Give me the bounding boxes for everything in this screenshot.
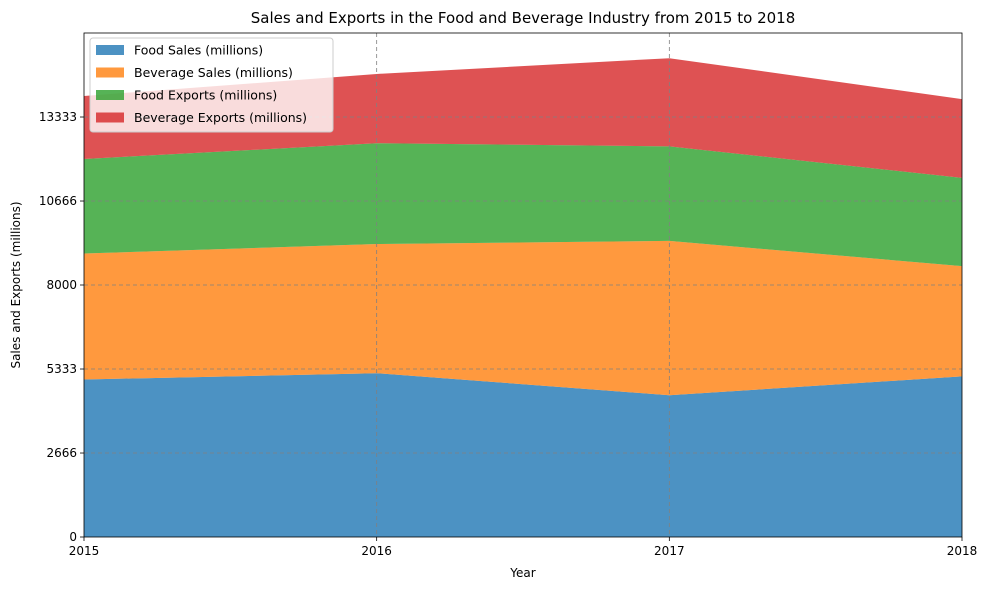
y-tick-label: 8000	[46, 278, 77, 292]
legend-label: Food Exports (millions)	[134, 88, 277, 103]
x-axis-ticks: 2015 2016 2017 2018	[69, 537, 978, 558]
area-series-2	[84, 240, 962, 396]
legend-label: Beverage Exports (millions)	[134, 110, 307, 125]
x-tick-label: 2018	[947, 544, 978, 558]
y-axis-ticks: 0 2666 5333 8000 10666 13333	[39, 110, 84, 544]
grid-lines	[84, 33, 962, 537]
x-axis-label: Year	[509, 566, 535, 580]
y-tick-label: 0	[69, 530, 77, 544]
x-tick-label: 2016	[361, 544, 392, 558]
legend: Food Sales (millions) Beverage Sales (mil…	[89, 37, 334, 133]
legend-swatch	[96, 45, 124, 55]
area-series-1	[84, 373, 962, 537]
y-tick-label: 2666	[46, 446, 77, 460]
x-tick-label: 2017	[654, 544, 685, 558]
legend-label: Food Sales (millions)	[134, 43, 263, 58]
area-series-3	[84, 143, 962, 267]
chart-title: Sales and Exports in the Food and Bevera…	[251, 9, 796, 27]
legend-swatch	[96, 67, 124, 78]
x-tick-label: 2015	[69, 544, 100, 558]
y-tick-label: 13333	[39, 110, 77, 124]
legend-swatch	[96, 112, 124, 123]
legend-swatch	[96, 90, 124, 100]
y-axis-label: Sales and Exports (millions)	[9, 201, 23, 368]
y-tick-label: 5333	[46, 362, 77, 376]
y-tick-label: 10666	[39, 194, 77, 208]
legend-label: Beverage Sales (millions)	[134, 65, 293, 80]
legend-box	[89, 37, 334, 133]
